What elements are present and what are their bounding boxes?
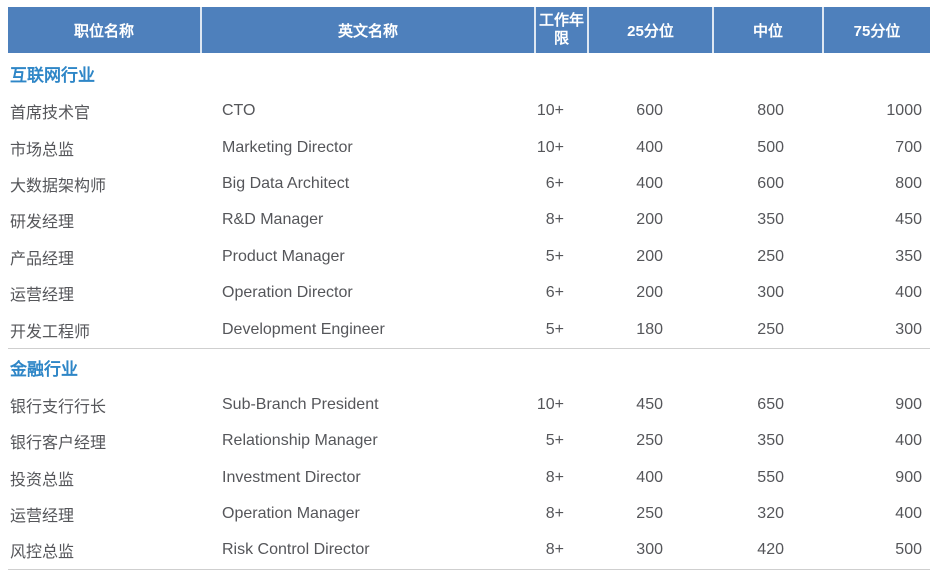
header-p25: 25分位 <box>588 7 714 53</box>
cell-position-en: Marketing Director <box>222 138 353 156</box>
table-row: 运营经理 Operation Manager 8+ 250 320 400 <box>8 496 930 532</box>
table-row: 研发经理 R&D Manager 8+ 200 350 450 <box>8 202 930 238</box>
cell-median: 350 <box>757 211 784 229</box>
cell-position-en: Big Data Architect <box>222 174 350 192</box>
table-row: 投资总监 Investment Director 8+ 400 550 900 <box>8 460 930 496</box>
cell-median: 350 <box>757 432 784 450</box>
cell-position-en: Investment Director <box>222 468 361 486</box>
table-row: 市场总监 Marketing Director 10+ 400 500 700 <box>8 129 930 165</box>
cell-median: 500 <box>757 138 784 156</box>
cell-median: 320 <box>757 505 784 523</box>
cell-p25: 200 <box>636 247 663 265</box>
cell-p75: 400 <box>895 505 922 523</box>
section-row-internet: 互联网行业 <box>8 53 930 93</box>
cell-p25: 180 <box>636 320 663 338</box>
cell-position-en: Sub-Branch President <box>222 395 379 413</box>
cell-p25: 600 <box>636 102 663 120</box>
header-position-cn: 职位名称 <box>8 7 202 53</box>
cell-p75: 1000 <box>886 102 922 120</box>
cell-p75: 900 <box>895 468 922 486</box>
cell-years: 5+ <box>545 320 564 338</box>
cell-p25: 200 <box>636 284 663 302</box>
cell-p75: 350 <box>895 247 922 265</box>
cell-position-cn: 开发工程师 <box>10 323 91 341</box>
cell-position-cn: 产品经理 <box>10 250 75 268</box>
cell-p75: 400 <box>895 284 922 302</box>
cell-position-cn: 大数据架构师 <box>10 177 107 195</box>
cell-p25: 400 <box>636 174 663 192</box>
cell-position-en: Operation Manager <box>222 505 360 523</box>
section-title-finance: 金融行业 <box>8 347 930 387</box>
table-row: 银行支行行长 Sub-Branch President 10+ 450 650 … <box>8 387 930 423</box>
section-title-internet: 互联网行业 <box>10 65 95 85</box>
cell-p25: 250 <box>636 432 663 450</box>
cell-p25: 450 <box>636 395 663 413</box>
header-years: 工作年限 <box>535 7 589 53</box>
cell-position-en: Product Manager <box>222 247 345 265</box>
cell-position-cn: 运营经理 <box>10 287 75 305</box>
cell-years: 10+ <box>536 395 564 413</box>
cell-position-en: Development Engineer <box>222 320 385 338</box>
cell-p75: 300 <box>895 320 922 338</box>
salary-table: 职位名称 英文名称 工作年限 25分位 中位 75分位 互联网行业 首席技术官 … <box>8 7 930 570</box>
cell-median: 300 <box>757 284 784 302</box>
cell-position-cn: 银行支行行长 <box>10 398 107 416</box>
cell-p75: 400 <box>895 432 922 450</box>
section-row-finance: 金融行业 <box>8 347 930 387</box>
cell-position-en: R&D Manager <box>222 211 324 229</box>
table-row: 大数据架构师 Big Data Architect 6+ 400 600 800 <box>8 166 930 202</box>
cell-years: 6+ <box>545 284 564 302</box>
cell-p25: 200 <box>636 211 663 229</box>
cell-median: 250 <box>757 320 784 338</box>
table-row: 运营经理 Operation Director 6+ 200 300 400 <box>8 275 930 311</box>
cell-years: 10+ <box>536 138 564 156</box>
cell-years: 8+ <box>545 468 564 486</box>
cell-position-cn: 投资总监 <box>10 471 75 489</box>
cell-position-cn: 市场总监 <box>10 141 75 159</box>
cell-p25: 300 <box>636 541 663 559</box>
cell-years: 5+ <box>545 247 564 265</box>
cell-p25: 400 <box>636 468 663 486</box>
cell-p75: 700 <box>895 138 922 156</box>
cell-p75: 500 <box>895 541 922 559</box>
header-row: 职位名称 英文名称 工作年限 25分位 中位 75分位 <box>8 7 930 53</box>
cell-p75: 900 <box>895 395 922 413</box>
cell-median: 800 <box>757 102 784 120</box>
cell-position-cn: 风控总监 <box>10 544 75 562</box>
cell-position-en: Relationship Manager <box>222 432 378 450</box>
cell-years: 5+ <box>545 432 564 450</box>
cell-median: 250 <box>757 247 784 265</box>
cell-position-en: CTO <box>222 102 256 120</box>
cell-p75: 800 <box>895 174 922 192</box>
cell-position-cn: 银行客户经理 <box>10 435 107 453</box>
table-row: 产品经理 Product Manager 5+ 200 250 350 <box>8 239 930 275</box>
table-row: 银行客户经理 Relationship Manager 5+ 250 350 4… <box>8 423 930 459</box>
table-row: 开发工程师 Development Engineer 5+ 180 250 30… <box>8 311 930 348</box>
header-p75: 75分位 <box>823 7 930 53</box>
cell-position-cn: 运营经理 <box>10 508 75 526</box>
cell-median: 600 <box>757 174 784 192</box>
table-header: 职位名称 英文名称 工作年限 25分位 中位 75分位 <box>8 7 930 53</box>
cell-years: 10+ <box>536 102 564 120</box>
cell-years: 8+ <box>545 505 564 523</box>
cell-position-en: Risk Control Director <box>222 541 370 559</box>
cell-median: 550 <box>757 468 784 486</box>
header-median: 中位 <box>713 7 824 53</box>
table-row: 风控总监 Risk Control Director 8+ 300 420 50… <box>8 532 930 569</box>
cell-median: 650 <box>757 395 784 413</box>
cell-position-en: Operation Director <box>222 284 353 302</box>
salary-table-container: 职位名称 英文名称 工作年限 25分位 中位 75分位 互联网行业 首席技术官 … <box>8 7 930 570</box>
table-row: 首席技术官 CTO 10+ 600 800 1000 <box>8 93 930 129</box>
cell-years: 8+ <box>545 541 564 559</box>
header-position-en: 英文名称 <box>201 7 536 53</box>
cell-p75: 450 <box>895 211 922 229</box>
cell-years: 8+ <box>545 211 564 229</box>
cell-position-cn: 首席技术官 <box>10 105 91 123</box>
cell-p25: 250 <box>636 505 663 523</box>
cell-median: 420 <box>757 541 784 559</box>
cell-p25: 400 <box>636 138 663 156</box>
cell-years: 6+ <box>545 174 564 192</box>
cell-position-cn: 研发经理 <box>10 214 75 232</box>
